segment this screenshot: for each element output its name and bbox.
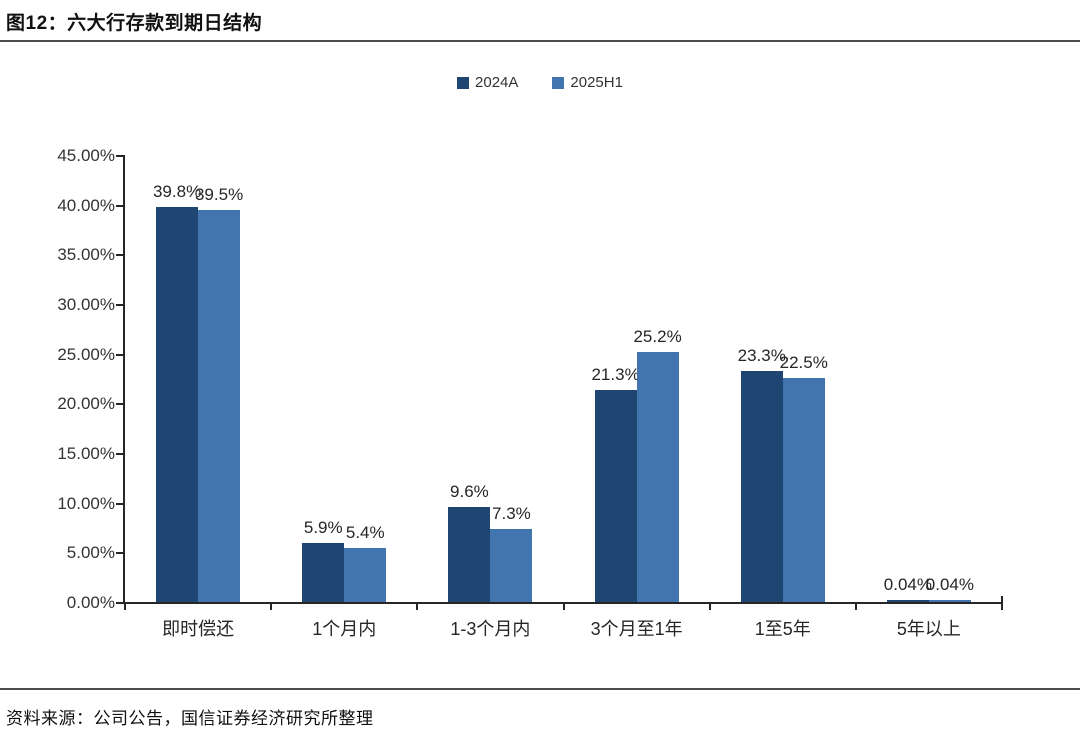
y-tick-label: 20.00% xyxy=(57,394,115,414)
x-axis-line xyxy=(123,602,1002,604)
y-axis-line xyxy=(123,155,125,604)
y-axis-tick xyxy=(116,453,123,455)
bar xyxy=(198,210,241,602)
category-label: 1个月内 xyxy=(312,619,377,639)
bar xyxy=(740,371,783,602)
bar xyxy=(886,600,929,602)
legend-item: 2025H1 xyxy=(552,74,623,91)
category-label: 1-3个月内 xyxy=(450,619,531,639)
legend-label: 2025H1 xyxy=(570,74,623,91)
bar xyxy=(156,207,199,602)
y-tick-label: 15.00% xyxy=(57,444,115,463)
bar-value-label: 21.3% xyxy=(591,365,640,384)
y-axis-tick xyxy=(116,552,123,555)
category-label: 3个月至1年 xyxy=(590,619,683,639)
legend-swatch-icon xyxy=(552,76,565,89)
bar-value-label: 39.5% xyxy=(194,185,244,204)
bar-value-label: 22.5% xyxy=(779,353,828,372)
y-axis-tick xyxy=(116,155,123,157)
bar-value-label: 5.9% xyxy=(303,518,343,537)
bar xyxy=(302,543,345,602)
y-tick-label: 10.00% xyxy=(57,493,115,513)
bar xyxy=(928,600,971,602)
y-axis-tick xyxy=(116,502,123,505)
x-axis-tick xyxy=(416,604,419,610)
bar-value-label: 0.04% xyxy=(883,575,933,594)
bar-value-label: 9.6% xyxy=(450,482,489,501)
bar xyxy=(490,529,533,602)
legend-item: 2024A xyxy=(457,74,518,91)
legend-swatch-icon xyxy=(457,76,470,89)
x-axis-tick xyxy=(124,604,126,610)
legend-label: 2024A xyxy=(475,74,519,91)
bar-value-label: 23.3% xyxy=(737,346,786,365)
x-axis-tick xyxy=(854,604,857,610)
bar xyxy=(448,507,491,602)
bar-value-label: 25.2% xyxy=(633,327,682,346)
y-axis-tick xyxy=(116,304,123,306)
bar-value-label: 5.4% xyxy=(345,523,385,542)
source-note: 资料来源：公司公告，国信证券经济研究所整理 xyxy=(6,709,374,728)
category-label: 5年以上 xyxy=(896,619,961,639)
bar xyxy=(594,390,637,602)
bar xyxy=(344,548,387,602)
y-axis-tick xyxy=(116,353,123,356)
bar-value-label: 39.8% xyxy=(152,182,202,201)
y-tick-label: 45.00% xyxy=(57,146,115,165)
x-axis-tick xyxy=(562,604,565,610)
y-tick-label: 0.00% xyxy=(66,593,115,612)
x-axis-tick xyxy=(1001,596,1003,610)
y-axis-tick xyxy=(116,602,123,604)
bar-value-label: 7.3% xyxy=(492,504,531,523)
source-divider-line xyxy=(0,688,1080,690)
bar xyxy=(636,352,679,602)
category-label: 1至5年 xyxy=(754,619,811,639)
y-tick-label: 30.00% xyxy=(57,295,115,314)
x-axis-tick xyxy=(270,604,273,610)
y-axis-tick xyxy=(116,204,123,207)
category-label: 即时偿还 xyxy=(162,619,235,639)
chart-legend: 2024A 2025H1 xyxy=(0,74,1080,91)
y-tick-label: 5.00% xyxy=(66,543,115,563)
x-axis-tick xyxy=(708,604,711,610)
y-axis-tick xyxy=(116,254,123,257)
bar-value-label: 0.04% xyxy=(925,575,975,594)
y-tick-label: 40.00% xyxy=(57,195,115,215)
chart-title: 图12：六大行存款到期日结构 xyxy=(6,13,263,34)
y-tick-label: 25.00% xyxy=(57,344,115,364)
y-tick-label: 35.00% xyxy=(57,245,115,265)
title-divider-line xyxy=(0,40,1080,42)
y-axis-tick xyxy=(116,403,123,406)
bar xyxy=(782,378,825,602)
